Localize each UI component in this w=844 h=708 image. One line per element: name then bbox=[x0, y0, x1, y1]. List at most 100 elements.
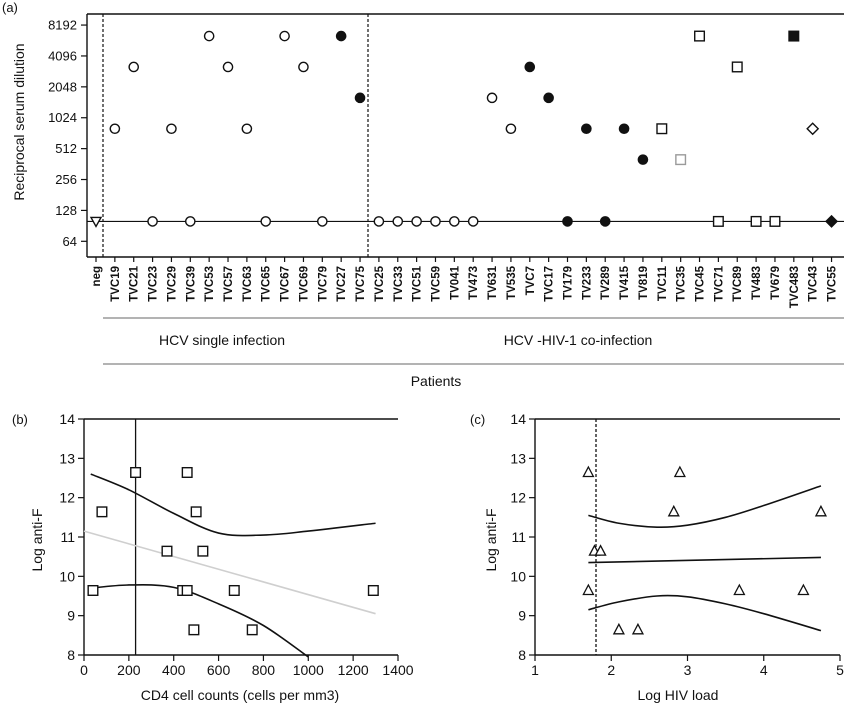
panel-c-x-tick-label: 3 bbox=[684, 662, 692, 678]
panel-a-point bbox=[89, 216, 103, 228]
panel-a-x-tick-label: TVC27 bbox=[336, 266, 348, 302]
panel-c-x-tick-label: 2 bbox=[607, 662, 615, 678]
panel-a-point bbox=[354, 92, 366, 104]
panel-b-y-tick-label: 8 bbox=[67, 647, 75, 663]
panel-c-y-tick-label: 10 bbox=[510, 568, 526, 584]
panel-a-x-tick-label: TVC19 bbox=[110, 266, 122, 302]
panel-a-x-tick-label: TVC59 bbox=[430, 266, 442, 302]
panel-c-point bbox=[594, 544, 607, 556]
panel-a-point bbox=[203, 30, 215, 42]
panel-a-x-axis: neg TVC19 TVC21 TVC23 TVC29 TVC39 TVC53 TVC57 TV… bbox=[87, 256, 844, 308]
panel-a-point bbox=[505, 123, 517, 135]
panel-a-y-tick-label: 1024 bbox=[48, 110, 77, 125]
panel-b-axes: 8 9 10 11 12 13 14 0 200 400 600 800 1000 1200 1400 bbox=[59, 411, 413, 678]
panel-c-x-tick-label: 5 bbox=[836, 662, 844, 678]
panel-b-x-tick-label: 1000 bbox=[293, 662, 324, 678]
panel-a-point bbox=[298, 61, 309, 73]
panel-b-x-tick-label: 1400 bbox=[382, 662, 413, 678]
panel-a-group-2: HCV -HIV-1 co-infection bbox=[504, 332, 653, 348]
panel-a: (a) Reciprocal serum dilution Patients H… bbox=[2, 0, 844, 389]
panel-b-point bbox=[190, 506, 202, 518]
panel-c-ylabel: Log anti-F bbox=[483, 508, 499, 571]
panel-a-x-tick-label: TVC51 bbox=[412, 265, 424, 301]
panel-a-point bbox=[467, 216, 479, 227]
panel-a-x-tick-label: TVC65 bbox=[261, 265, 273, 301]
panel-c-points bbox=[582, 465, 828, 635]
panel-b-y-tick-label: 12 bbox=[59, 490, 75, 506]
panel-b-ylabel: Log anti-F bbox=[29, 508, 45, 571]
panel-b-point bbox=[246, 624, 258, 636]
panel-a-x-tick-label: TV679 bbox=[770, 266, 782, 300]
panel-a-point bbox=[524, 61, 536, 73]
panel-a-x-tick-label: TVC21 bbox=[129, 265, 141, 301]
panel-a-x-tick-label: TV179 bbox=[563, 266, 575, 300]
panel-a-x-tick-label: TVC69 bbox=[298, 266, 310, 302]
panel-c-y-tick-label: 13 bbox=[510, 450, 526, 466]
panel-a-point bbox=[637, 154, 649, 165]
panel-a-point bbox=[656, 123, 668, 135]
panel-a-y-tick-label: 512 bbox=[55, 141, 77, 156]
panel-a-point bbox=[825, 214, 839, 228]
panel-b-x-tick-label: 1200 bbox=[338, 662, 369, 678]
panel-a-point bbox=[618, 123, 630, 135]
panel-a-x-tick-label: TVC33 bbox=[393, 266, 405, 302]
panel-b-points bbox=[87, 466, 379, 636]
panel-c-point bbox=[612, 622, 625, 635]
panel-a-x-tick-label: TV819 bbox=[638, 266, 650, 300]
panel-a-point bbox=[222, 61, 234, 73]
panel-a-x-tick-label: TVC29 bbox=[166, 266, 178, 302]
panel-a-point bbox=[712, 215, 724, 227]
panel-c-point bbox=[814, 504, 828, 517]
panel-a-x-tick-label: TVC35 bbox=[676, 265, 688, 301]
panel-b-x-tick-label: 0 bbox=[80, 662, 88, 678]
panel-a-xlabel: Patients bbox=[411, 373, 462, 389]
panel-a-x-tick-label: TVC63 bbox=[242, 266, 254, 302]
panel-a-x-tick-label: TVC43 bbox=[808, 266, 820, 302]
panel-b-y-tick-label: 13 bbox=[59, 450, 75, 466]
panel-a-point bbox=[147, 216, 158, 227]
panel-a-point bbox=[486, 92, 498, 104]
panel-c-point bbox=[667, 504, 680, 517]
panel-b-y-tick-label: 10 bbox=[59, 568, 75, 584]
panel-a-x-tick-label: neg bbox=[91, 266, 103, 286]
panel-a-point bbox=[109, 123, 121, 135]
panel-c-lines bbox=[588, 419, 822, 655]
panel-a-x-tick-label: TVC23 bbox=[148, 266, 160, 302]
panel-a-point bbox=[373, 216, 385, 227]
panel-b-point bbox=[228, 584, 240, 596]
panel-c-point bbox=[797, 583, 810, 596]
panel-b-ci-upper bbox=[90, 473, 376, 537]
panel-a-x-tick-label: TVC483 bbox=[789, 266, 801, 308]
panel-a-x-tick-label: TV289 bbox=[600, 266, 612, 300]
panel-a-x-tick-label: TVC55 bbox=[827, 265, 839, 301]
panel-a-x-tick-label: TVC71 bbox=[713, 265, 725, 301]
panel-a-point bbox=[279, 30, 290, 42]
panel-b-point bbox=[197, 545, 209, 557]
panel-b-x-tick-label: 800 bbox=[252, 662, 276, 678]
panel-b-point bbox=[181, 584, 193, 596]
panel-c-x-tick-label: 1 bbox=[531, 662, 539, 678]
panel-a-point bbox=[694, 30, 706, 42]
panel-a-x-tick-label: TVC7 bbox=[525, 266, 537, 295]
panel-a-point bbox=[806, 122, 820, 136]
panel-a-x-tick-label: TV631 bbox=[487, 265, 499, 299]
panel-b-y-tick-label: 9 bbox=[67, 608, 75, 624]
panel-c-point bbox=[631, 622, 645, 635]
panel-a-point bbox=[581, 123, 592, 135]
panel-a-x-tick-label: TV483 bbox=[751, 266, 763, 300]
panel-a-point bbox=[788, 30, 800, 42]
panel-a-label: (a) bbox=[2, 0, 18, 15]
panel-a-point bbox=[543, 92, 554, 104]
panel-b-x-tick-label: 200 bbox=[117, 662, 141, 678]
panel-a-point bbox=[562, 216, 573, 227]
panel-a-point bbox=[166, 123, 177, 135]
panel-b-y-tick-label: 14 bbox=[59, 411, 75, 427]
panel-b-point bbox=[130, 466, 142, 478]
panel-a-point bbox=[769, 215, 781, 227]
panel-c-y-tick-label: 14 bbox=[510, 411, 526, 427]
panel-a-point bbox=[260, 216, 272, 227]
panel-a-x-tick-label: TV041 bbox=[449, 265, 461, 299]
panel-b-point bbox=[96, 506, 108, 518]
panel-a-point bbox=[392, 216, 404, 227]
